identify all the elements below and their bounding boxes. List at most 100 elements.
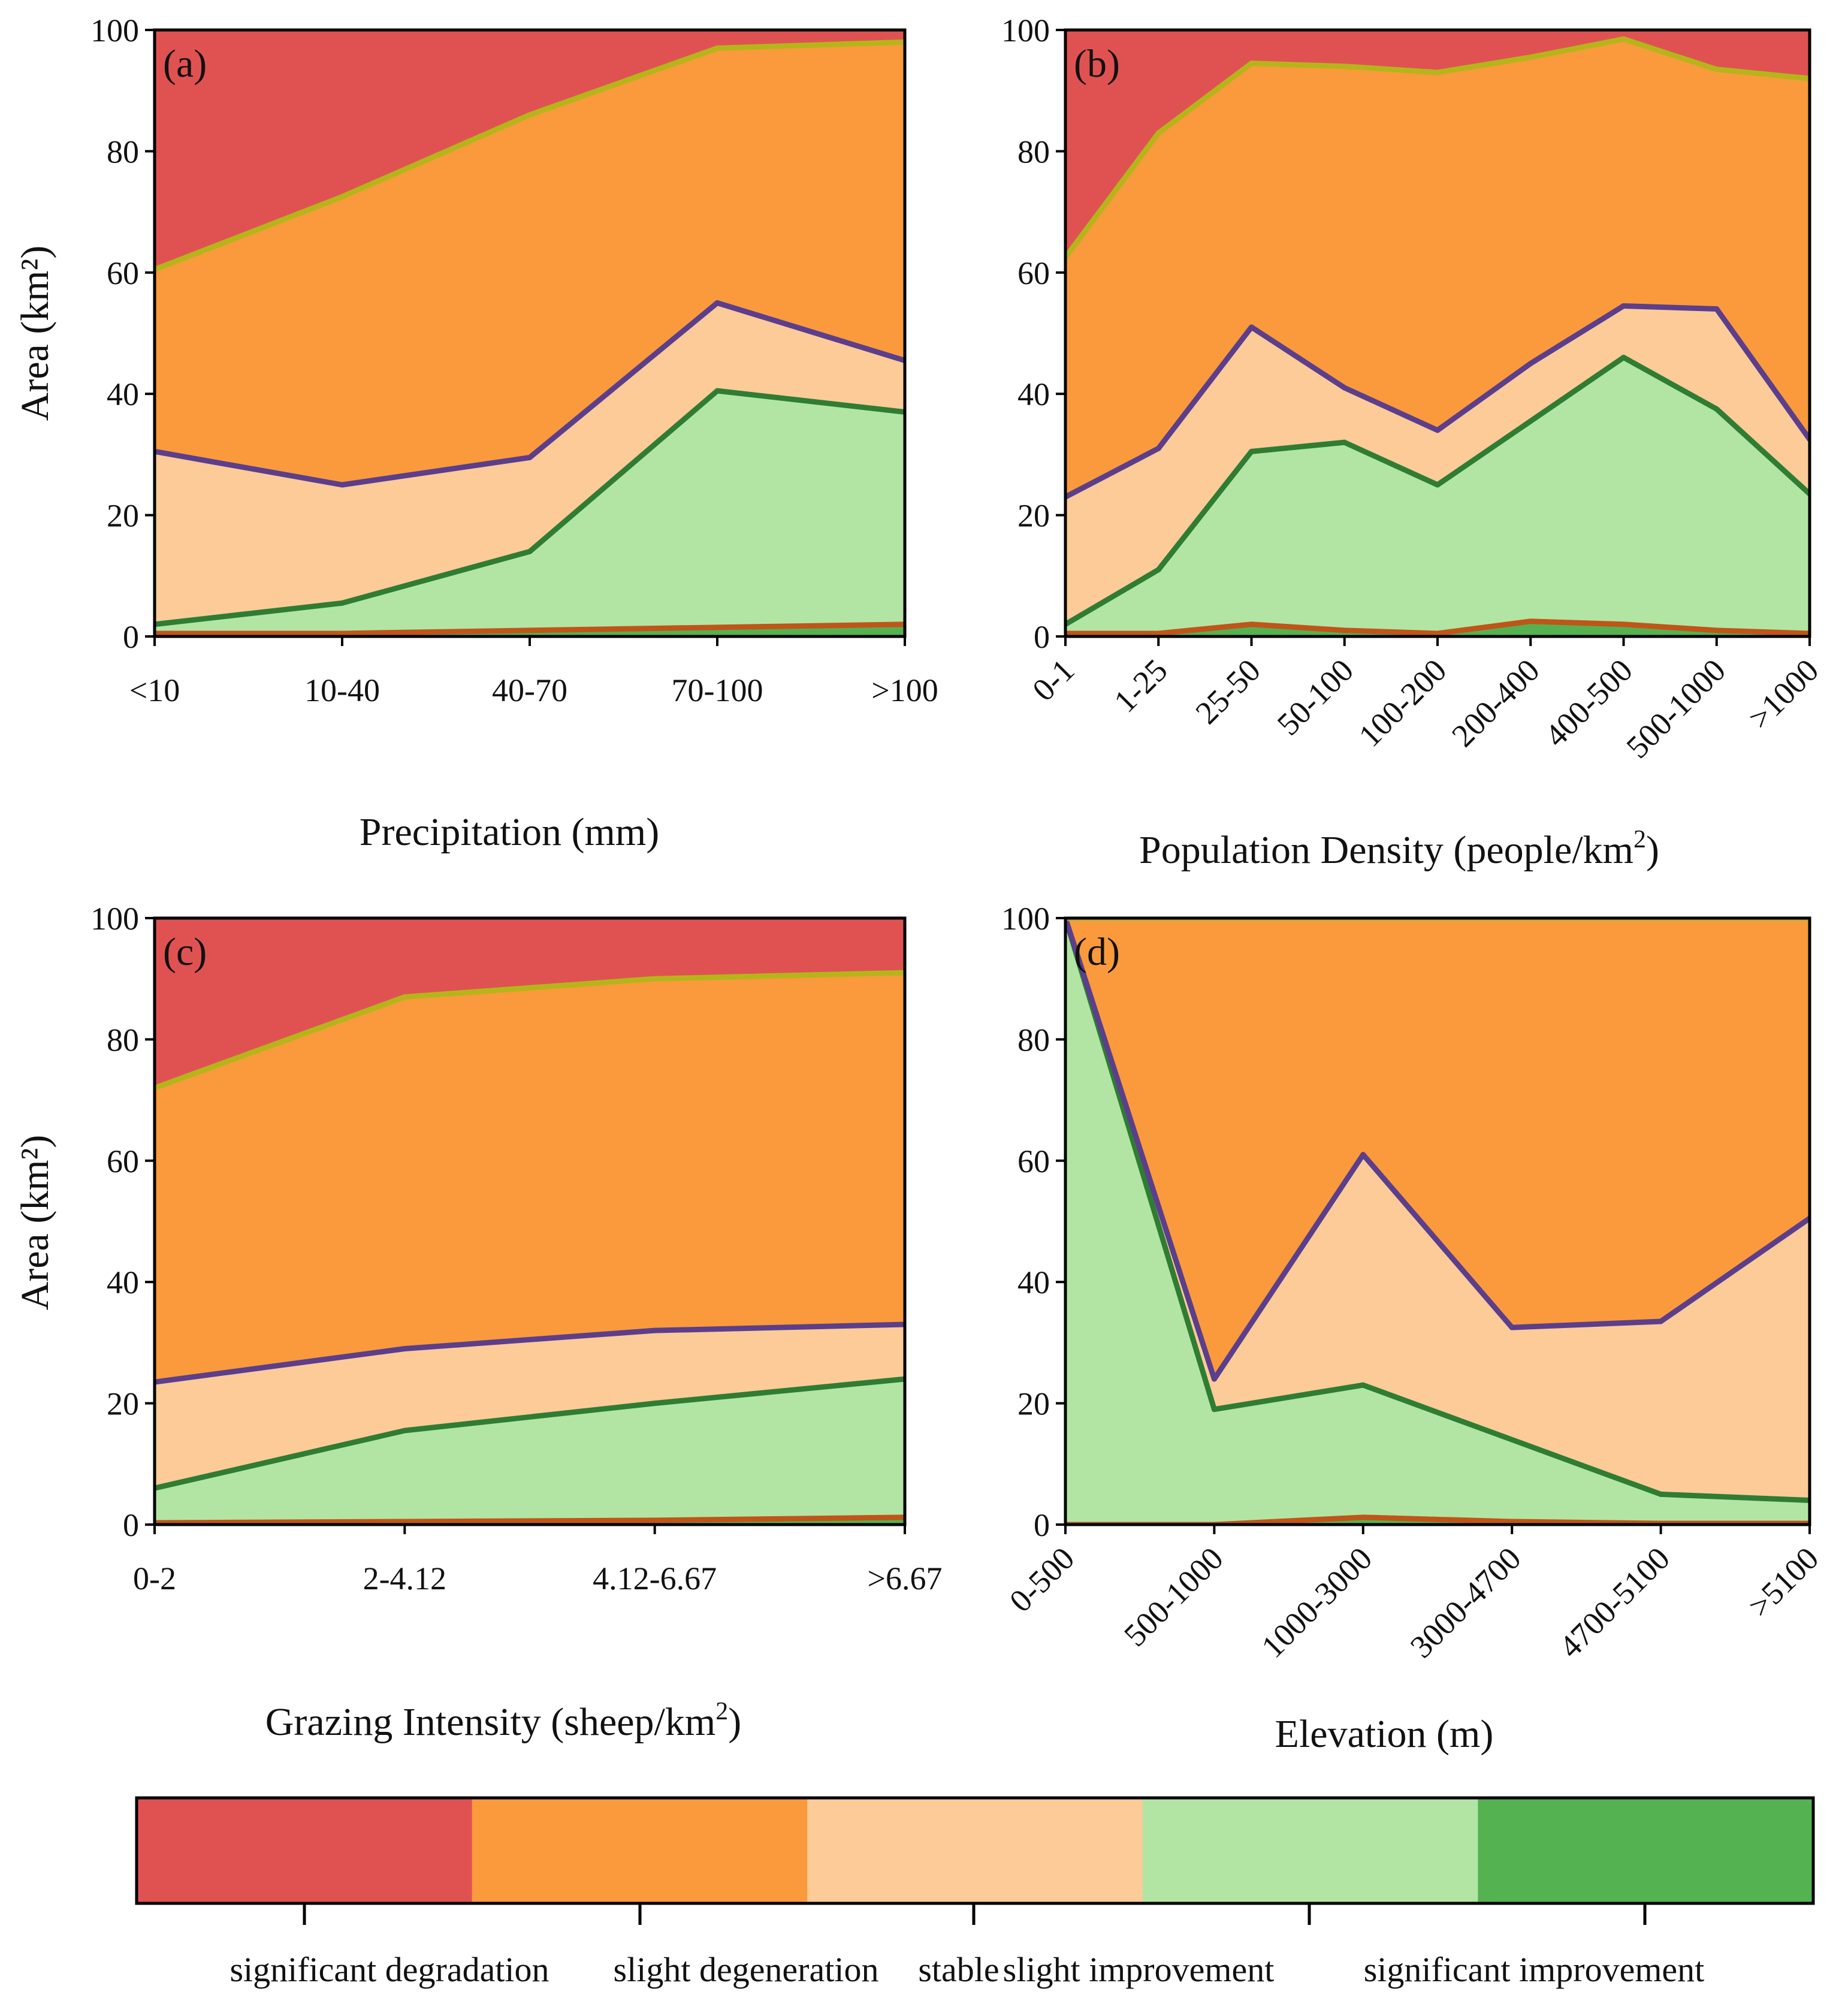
x-axis-title-end: ) (728, 1700, 741, 1744)
x-tick-label: 0-2 (133, 1561, 176, 1596)
data-point-stable-2 (401, 1346, 407, 1352)
x-tick-label: 70-100 (672, 672, 763, 708)
y-tick-label: 20 (1017, 498, 1050, 534)
data-point-slight-improvement-7 (1621, 354, 1626, 360)
x-axis-title: Elevation (m) (1275, 1712, 1494, 1756)
data-point-significant-improvement-2 (401, 1519, 407, 1525)
data-point-slight-degeneration-2 (401, 994, 407, 1000)
legend-swatch-slight-improvement (1142, 1798, 1479, 1903)
panel-label: (d) (1074, 930, 1120, 974)
y-tick-label: 40 (107, 376, 139, 412)
data-point-stable-7 (1621, 303, 1626, 309)
chart-panel-4: 0 20 40 60 80 100 0-500 500-1000 1000-3000 3000-4… (1001, 901, 1825, 1756)
x-axis-title-text: Grazing Intensity (sheep/km (265, 1700, 715, 1744)
y-tick-label: 60 (107, 1143, 139, 1179)
data-point-slight-improvement-3 (527, 548, 533, 554)
data-point-stable-5 (1435, 427, 1441, 433)
line-significant-improvement (155, 1514, 905, 1525)
chart-panel-2: 0 20 40 60 80 100 0-1 1-25 25-50 50-100100-200200… (1001, 13, 1825, 872)
data-point-slight-degeneration-4 (714, 45, 720, 51)
data-point-slight-degeneration-6 (1527, 55, 1533, 61)
y-tick-label: 0 (123, 1507, 139, 1543)
data-point-slight-improvement-3 (1249, 448, 1254, 454)
data-point-stable-2 (1211, 1376, 1217, 1382)
legend: significant degradation slight degenerati… (135, 1796, 1815, 1989)
x-axis-title-superscript: 2 (715, 1698, 728, 1725)
data-point-significant-improvement-2 (339, 630, 345, 636)
legend-label: stable (918, 1950, 999, 1989)
y-tick-label: 40 (1017, 1264, 1050, 1300)
y-tick-label: 100 (90, 901, 139, 937)
data-point-stable-3 (527, 454, 533, 460)
data-point-significant-improvement-3 (1249, 621, 1254, 627)
y-tick-label: 60 (1017, 1143, 1050, 1179)
chart-panel-1: 0 20 40 60 80 100 <10 10-40 40-70 70-100 >100 (a) Pr… (13, 13, 938, 854)
x-axis-title-text: Precipitation (mm) (360, 810, 659, 854)
data-point-slight-degeneration-2 (1155, 130, 1161, 136)
y-tick-label: 100 (90, 13, 139, 49)
data-point-significant-improvement-8 (1714, 627, 1720, 633)
x-tick-label: 1000-3000 (1254, 1540, 1379, 1665)
plot-frame (153, 916, 907, 1526)
data-point-significant-improvement-5 (1435, 630, 1441, 636)
x-axis-title-superscript: 2 (1633, 826, 1646, 853)
x-tick-label: 4700-5100 (1552, 1540, 1677, 1665)
data-point-slight-improvement-4 (1509, 1436, 1515, 1442)
x-tick-label: >5100 (1741, 1540, 1825, 1624)
chart-panel-3: 0 20 40 60 80 100 0-2 2-4.12 4.12-6.67 >6.67 (c) Gr… (13, 901, 942, 1744)
legend-swatch-significant-improvement (1478, 1798, 1814, 1903)
data-point-stable-6 (1527, 361, 1533, 367)
y-tick-label: 20 (107, 1386, 139, 1422)
y-tick-label: 60 (107, 255, 139, 291)
line-slight-improvement (1065, 918, 1810, 1504)
x-tick-label: 200-400 (1445, 652, 1547, 754)
x-tick-label: 0-500 (1002, 1540, 1082, 1619)
data-point-slight-improvement-2 (1155, 567, 1161, 573)
y-tick-label: 40 (107, 1264, 139, 1300)
y-tick-label: 0 (1034, 619, 1050, 655)
y-tick-label: 80 (1017, 1022, 1050, 1058)
data-point-significant-improvement-7 (1621, 621, 1626, 627)
legend-label: slight improvement (1003, 1950, 1275, 1989)
x-tick-label: 500-1000 (1117, 1540, 1230, 1653)
y-axis-title: Area (km²) (13, 246, 57, 421)
x-tick-label: 10-40 (304, 672, 380, 708)
line-stable (1065, 918, 1810, 1382)
panel-label: (b) (1074, 42, 1120, 86)
data-point-stable-4 (1509, 1324, 1515, 1330)
x-tick-label: >1000 (1741, 652, 1825, 736)
y-tick-label: 40 (1017, 376, 1050, 412)
x-tick-label: 2-4.12 (363, 1561, 446, 1596)
data-point-slight-degeneration-3 (527, 112, 533, 118)
data-point-slight-improvement-4 (1342, 439, 1348, 445)
y-tick-label: 0 (1034, 1507, 1050, 1543)
y-tick-label: 80 (1017, 134, 1050, 170)
x-tick-label: 1-25 (1107, 652, 1174, 719)
legend-swatch-significant-degradation (137, 1798, 473, 1903)
data-point-significant-improvement-3 (1360, 1514, 1366, 1520)
x-tick-label: 25-50 (1188, 652, 1267, 731)
y-tick-label: 20 (1017, 1386, 1050, 1422)
x-axis-title-text: Elevation (m) (1275, 1712, 1494, 1756)
data-point-significant-improvement-3 (527, 627, 533, 633)
data-point-slight-improvement-2 (1211, 1407, 1217, 1413)
data-point-stable-4 (714, 300, 720, 306)
x-axis-title-end: ) (1646, 828, 1659, 872)
data-point-significant-improvement-6 (1527, 618, 1533, 624)
x-tick-label: <10 (129, 672, 180, 708)
data-point-significant-improvement-4 (1509, 1519, 1515, 1525)
y-axis-title: Area (km²) (13, 1135, 57, 1311)
data-point-significant-improvement-3 (652, 1517, 658, 1523)
data-point-slight-degeneration-5 (1435, 70, 1441, 76)
data-point-slight-improvement-8 (1714, 406, 1720, 412)
data-point-significant-improvement-4 (1342, 627, 1348, 633)
x-tick-label: 500-1000 (1619, 652, 1732, 765)
legend-label: slight degeneration (614, 1950, 879, 1989)
y-tick-label: 80 (107, 1022, 139, 1058)
data-point-slight-degeneration-2 (339, 194, 345, 200)
x-tick-label: 50-100 (1270, 652, 1361, 743)
line-stable (155, 1321, 905, 1385)
x-tick-label: 0-1 (1025, 652, 1081, 708)
x-axis-title-text: Population Density (people/km (1139, 828, 1633, 872)
